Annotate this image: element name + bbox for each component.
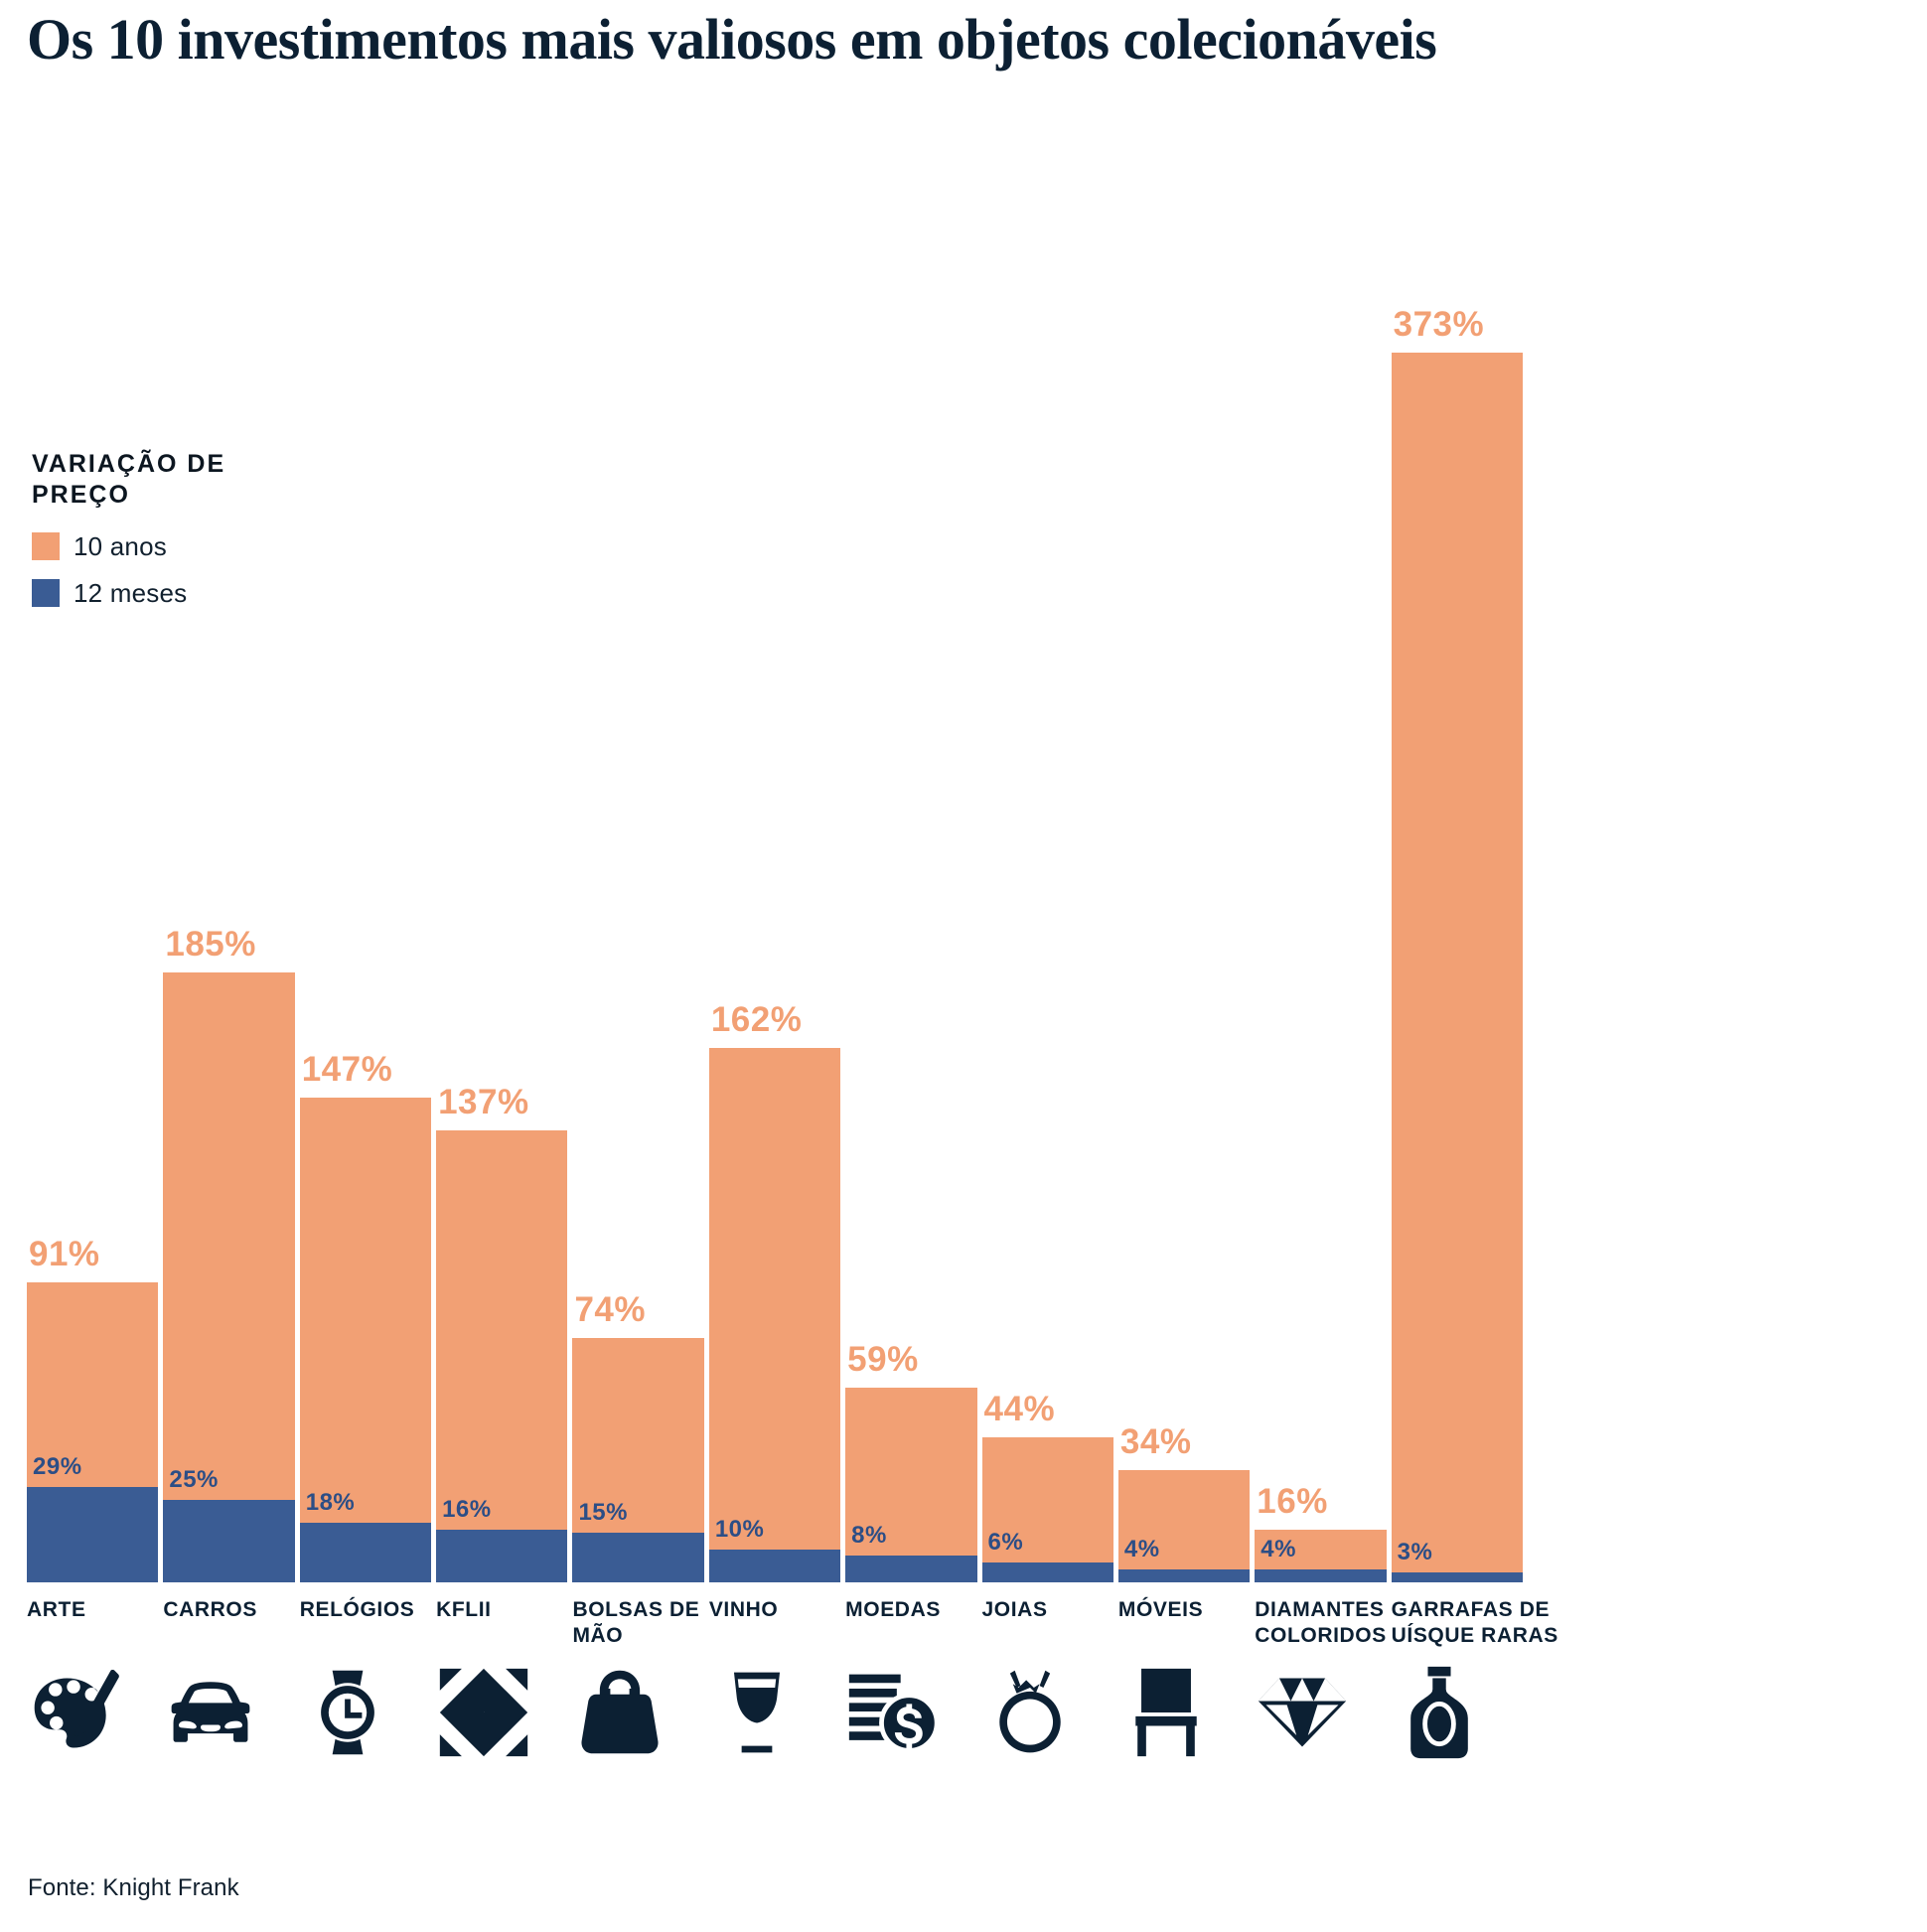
value-label-ten-years: 373%	[1393, 305, 1485, 344]
category-label: DIAMANTES COLORIDOS	[1255, 1598, 1387, 1647]
category-label: GARRAFAS DE UÍSQUE RARAS	[1391, 1598, 1558, 1647]
category-3: RELÓGIOS	[299, 1597, 471, 1755]
value-label-ten-years: 162%	[710, 1000, 803, 1040]
legend-items: 10 anos 12 meses	[32, 527, 389, 612]
bar-group-3: 147% 18%	[299, 0, 432, 1932]
category-7: MOEDAS	[845, 1597, 1016, 1753]
value-label-ten-years: 74%	[574, 1290, 647, 1330]
value-label-ten-years: 137%	[438, 1083, 529, 1122]
legend-swatch-blue	[32, 579, 60, 607]
category-label: KFLII	[436, 1598, 492, 1621]
bar-twelve-months[interactable]	[845, 1556, 977, 1582]
wine-glass-icon	[709, 1665, 805, 1760]
value-label-ten-years: 44%	[983, 1389, 1056, 1428]
category-label: ARTE	[27, 1598, 86, 1621]
category-10: DIAMANTES COLORIDOS	[1255, 1597, 1425, 1747]
value-label-ten-years: 34%	[1119, 1422, 1192, 1462]
category-axis: ARTE CARROS RELÓGIOS KFLII BOLSAS DE MÃO VINH…	[0, 1597, 1927, 1796]
bar-group-9: 34% 4%	[1117, 0, 1251, 1932]
value-label-twelve-months: 29%	[33, 1452, 82, 1480]
value-label-twelve-months: 3%	[1397, 1539, 1433, 1566]
bar-group-8: 44% 6%	[981, 0, 1113, 1932]
value-label-twelve-months: 8%	[851, 1522, 887, 1550]
bar-group-4: 137% 16%	[436, 0, 568, 1932]
category-label: CARROS	[163, 1598, 257, 1621]
value-label-ten-years: 147%	[301, 1050, 393, 1090]
legend-label-10-anos: 10 anos	[74, 530, 167, 561]
value-label-ten-years: 91%	[29, 1234, 100, 1273]
bar-group-6: 162% 10%	[708, 0, 841, 1932]
bar-twelve-months[interactable]	[27, 1486, 159, 1582]
bar-group-10: 16% 4%	[1255, 0, 1387, 1932]
value-label-twelve-months: 16%	[442, 1495, 492, 1523]
bar-twelve-months[interactable]	[1117, 1568, 1251, 1582]
diamond-cluster-icon	[436, 1665, 531, 1760]
category-label: JOIAS	[981, 1598, 1048, 1621]
legend-swatch-orange	[32, 532, 60, 560]
palette-icon	[27, 1665, 122, 1760]
value-label-ten-years: 59%	[847, 1340, 919, 1380]
bar-ten-years[interactable]	[163, 971, 295, 1582]
value-label-twelve-months: 4%	[1260, 1535, 1296, 1562]
chair-icon	[1118, 1665, 1214, 1760]
bar-twelve-months[interactable]	[1391, 1572, 1523, 1582]
bar-group-1: 91% 29%	[27, 0, 159, 1932]
category-1: ARTE	[27, 1597, 198, 1748]
watch-icon	[300, 1665, 395, 1760]
bar-group-2: 185% 25%	[163, 0, 295, 1932]
value-label-twelve-months: 25%	[169, 1466, 219, 1494]
category-2: CARROS	[163, 1597, 334, 1742]
category-label: BOLSAS DE MÃO	[572, 1598, 700, 1647]
category-4: KFLII	[436, 1597, 607, 1757]
value-label-ten-years: 185%	[165, 924, 256, 964]
category-9: MÓVEIS	[1117, 1597, 1289, 1757]
value-label-twelve-months: 18%	[305, 1489, 356, 1517]
bar-ten-years[interactable]	[1117, 1470, 1251, 1582]
gem-icon	[1255, 1665, 1350, 1760]
category-8: JOIAS	[981, 1597, 1153, 1753]
bar-group-5: 74% 15%	[572, 0, 704, 1932]
bar-ten-years[interactable]	[981, 1436, 1113, 1582]
bar-ten-years[interactable]	[845, 1388, 977, 1582]
bar-twelve-months[interactable]	[981, 1562, 1113, 1582]
legend-item-12-meses[interactable]: 12 meses	[32, 574, 389, 612]
value-label-ten-years: 16%	[1257, 1481, 1328, 1521]
legend-heading: VARIAÇÃO DE PREÇO	[32, 450, 226, 509]
bar-twelve-months[interactable]	[163, 1500, 295, 1582]
value-label-twelve-months: 15%	[578, 1499, 628, 1527]
coins-dollar-icon	[845, 1665, 941, 1760]
source-note: Fonte: Knight Frank	[28, 1874, 239, 1901]
value-label-twelve-months: 10%	[714, 1515, 765, 1543]
bar-ten-years[interactable]	[436, 1130, 568, 1582]
category-label: VINHO	[708, 1598, 779, 1621]
bar-group-7: 59% 8%	[845, 0, 977, 1932]
whisky-bottle-icon	[1392, 1665, 1487, 1760]
category-11: GARRAFAS DE UÍSQUE RARAS	[1391, 1597, 1562, 1759]
car-icon	[163, 1665, 258, 1760]
bar-twelve-months[interactable]	[299, 1523, 432, 1582]
category-label: MOEDAS	[845, 1598, 941, 1621]
category-5: BOLSAS DE MÃO	[572, 1597, 743, 1754]
bar-group-11: 373% 3%	[1391, 0, 1523, 1932]
legend-item-10-anos[interactable]: 10 anos	[32, 527, 389, 565]
category-6: VINHO	[708, 1597, 880, 1753]
page-title: Os 10 investimentos mais valiosos em obj…	[27, 7, 1437, 72]
ring-icon	[982, 1665, 1078, 1760]
legend-label-12-meses: 12 meses	[74, 577, 188, 608]
category-label: RELÓGIOS	[299, 1598, 415, 1621]
bar-twelve-months[interactable]	[572, 1533, 704, 1582]
category-label: MÓVEIS	[1117, 1598, 1204, 1621]
bar-ten-years[interactable]	[299, 1098, 432, 1582]
value-label-twelve-months: 6%	[987, 1529, 1024, 1557]
bar-twelve-months[interactable]	[1255, 1568, 1387, 1582]
bar-twelve-months[interactable]	[436, 1529, 568, 1582]
bar-ten-years[interactable]	[1391, 353, 1523, 1582]
bar-ten-years[interactable]	[708, 1048, 841, 1582]
chart-legend: VARIAÇÃO DE PREÇO 10 anos 12 meses	[32, 449, 389, 621]
value-label-twelve-months: 4%	[1123, 1535, 1160, 1562]
handbag-icon	[572, 1665, 667, 1760]
bar-twelve-months[interactable]	[708, 1549, 841, 1582]
